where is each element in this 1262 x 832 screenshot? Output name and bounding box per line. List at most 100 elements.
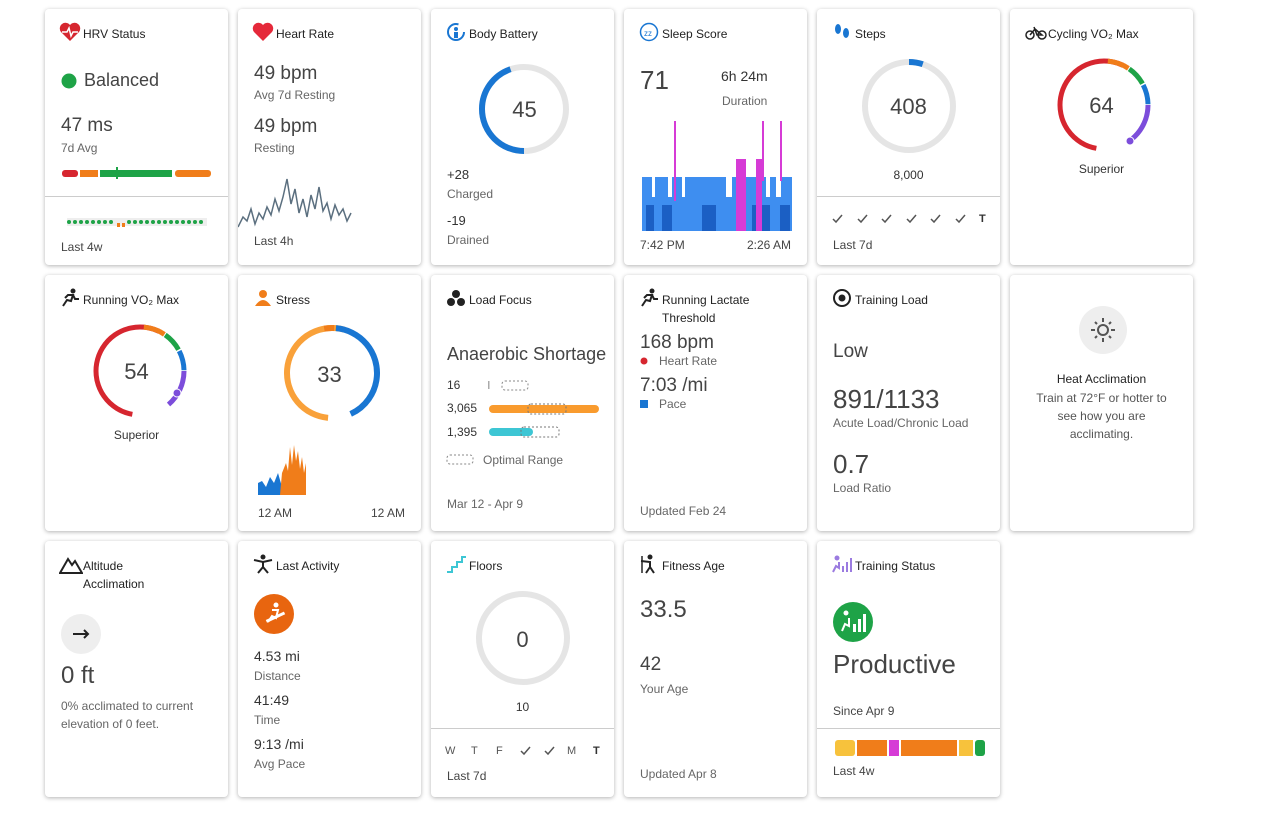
end-time: 2:26 AM: [746, 238, 791, 252]
label: Your Age: [640, 682, 689, 696]
hrv-card[interactable]: HRV Status Balanced 47 ms 7d Avg Last 4w: [45, 9, 228, 265]
value: 7:03 /mi: [640, 375, 708, 396]
cycling-vo2-card[interactable]: Cycling VO₂ Max 64 Superior: [1010, 9, 1193, 265]
value: 45: [512, 97, 537, 122]
gauge: [479, 64, 569, 154]
age: 42: [640, 654, 662, 675]
sparkline: [238, 178, 352, 228]
icon: [253, 554, 273, 574]
day: M: [567, 745, 577, 757]
status-dot: [61, 73, 77, 89]
title: Floors: [469, 559, 503, 573]
floors-card[interactable]: Floors 0 10 W T F M T Last 7d: [431, 541, 614, 797]
arrow-icon: [61, 614, 101, 654]
legend: Optimal Range: [483, 453, 564, 467]
label: Superior: [1078, 162, 1125, 176]
start-time: 12 AM: [258, 506, 293, 520]
heat-card[interactable]: Heat Acclimation Train at 72°F or hotter…: [1010, 275, 1193, 531]
icon: [447, 23, 465, 41]
altitude-card[interactable]: Altitude Acclimation 0 ft 0% acclimated …: [45, 541, 228, 797]
label: Acute Load/Chronic Load: [833, 416, 969, 430]
icon: [59, 557, 83, 574]
running-vo2-card[interactable]: Running VO₂ Max 54 Superior: [45, 275, 228, 531]
label: Heart Rate: [659, 354, 718, 368]
title: HRV Status: [83, 27, 146, 41]
value: 64: [1089, 93, 1114, 118]
label: Superior: [113, 428, 160, 442]
value: 168 bpm: [640, 332, 714, 353]
end-time: 12 AM: [370, 506, 405, 520]
value: 49 bpm: [254, 63, 318, 84]
text: 0% acclimated to current elevation of 0 …: [61, 699, 194, 731]
value: 0 ft: [61, 662, 95, 689]
value: 41:49: [254, 692, 290, 708]
label: Resting: [254, 141, 295, 155]
label: 7d Avg: [61, 141, 98, 155]
legend-square: [640, 400, 648, 408]
heart-rate-card[interactable]: Heart Rate 49 bpm Avg 7d Resting 49 bpm …: [238, 9, 421, 265]
label: Avg 7d Resting: [254, 88, 336, 102]
last-activity-card[interactable]: Last Activity 4.53 mi Distance 41:49 Tim…: [238, 541, 421, 797]
sleep-card[interactable]: zz Sleep Score 71 6h 24m Duration 7:42 P…: [624, 9, 807, 265]
day: F: [496, 745, 503, 757]
footer: Updated Apr 8: [640, 767, 717, 781]
status-icon: [833, 602, 873, 642]
footer: Last 7d: [833, 238, 873, 252]
title: Steps: [855, 27, 886, 41]
title: Body Battery: [469, 27, 538, 41]
title: Heart Rate: [276, 27, 335, 41]
value: -19: [447, 213, 466, 228]
title: Fitness Age: [662, 559, 725, 573]
label: Charged: [447, 187, 494, 201]
footer: Mar 12 - Apr 9: [447, 497, 524, 511]
footer: Updated Feb 24: [640, 504, 727, 518]
heading: Heat Acclimation: [1056, 372, 1147, 386]
stress-chart: [258, 445, 306, 495]
icon: [255, 290, 271, 306]
lactate-card[interactable]: Running Lactate Threshold 168 bpm Heart …: [624, 275, 807, 531]
value: 4.53 mi: [254, 648, 300, 664]
icon: [832, 555, 852, 573]
footer: Last 7d: [447, 769, 487, 783]
value: 47 ms: [61, 115, 113, 136]
training-status-card[interactable]: Training Status Productive Since Apr 9 L…: [817, 541, 1000, 797]
stress-card[interactable]: Stress 33 12 AM 12 AM: [238, 275, 421, 531]
value: 9:13 /mi: [254, 736, 304, 752]
value: 49 bpm: [254, 116, 318, 137]
icon: [640, 554, 655, 574]
value: 71: [640, 65, 669, 95]
label: Time: [254, 713, 281, 727]
title: Running VO₂ Max: [83, 293, 180, 307]
body-battery-card[interactable]: Body Battery 45 +28 Charged -19 Drained: [431, 9, 614, 265]
label: Drained: [447, 233, 490, 247]
sleep-chart: [642, 121, 792, 231]
status: Balanced: [84, 70, 160, 90]
divider: [817, 728, 1000, 729]
steps-card[interactable]: Steps 408 8,000 T Last 7d: [817, 9, 1000, 265]
status-bar: [835, 740, 985, 756]
load-focus-card[interactable]: Load Focus Anaerobic Shortage 16 3,065 1…: [431, 275, 614, 531]
legend-dot: [640, 357, 648, 365]
icon: [641, 288, 658, 307]
start-time: 7:42 PM: [640, 238, 685, 252]
icon: [835, 24, 849, 38]
label: Load Ratio: [833, 481, 892, 495]
label: Duration: [722, 94, 768, 108]
icon: [447, 290, 465, 306]
divider: [817, 196, 1000, 197]
day: T: [593, 745, 600, 757]
gauge: [284, 325, 380, 421]
divider: [431, 728, 614, 729]
divider: [45, 196, 228, 197]
value: +28: [447, 167, 470, 182]
title: Load Focus: [469, 293, 532, 307]
fitness-age-card[interactable]: Fitness Age 33.5 42 Your Age Updated Apr…: [624, 541, 807, 797]
value: 0: [516, 627, 529, 652]
day-checks: [832, 214, 966, 224]
value: 54: [124, 359, 149, 384]
training-load-card[interactable]: Training Load Low 891/1133 Acute Load/Ch…: [817, 275, 1000, 531]
icon: [447, 556, 466, 573]
title: Sleep Score: [662, 27, 728, 41]
title: Altitude Acclimation: [83, 559, 145, 591]
row-value: 1,395: [447, 425, 478, 439]
